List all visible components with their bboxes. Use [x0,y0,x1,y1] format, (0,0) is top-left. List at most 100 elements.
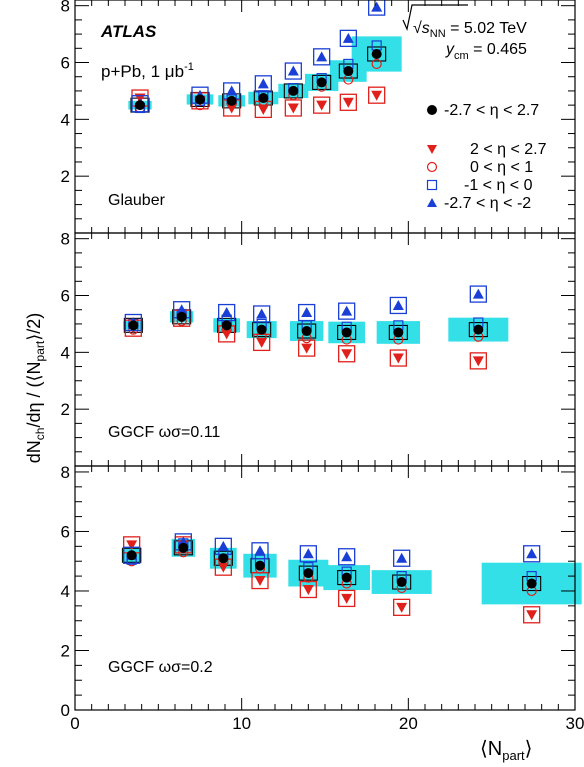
sysbox-fwd-2-5 [338,345,356,363]
marker-all-3-6 [396,577,407,588]
panel-3: 2 4 6 8 GGCF ωσ=0.2 [61,463,582,711]
marker-fwd-3-5 [341,593,353,604]
marker-all-3-3 [255,560,265,571]
legend-marker-bwd [427,198,437,207]
ytick-label-1: 8 [61,0,70,16]
sysbox-bwd-2-6 [389,296,407,315]
marker-all-2-5 [341,327,352,338]
marker-fwd-2-6 [392,353,404,364]
marker-bwd-3-5 [341,551,353,562]
legend-marker-mid-neg [426,179,438,191]
x-label-part1: ⟨N [480,738,502,760]
marker-bwd-3-7 [526,548,538,559]
sysbox-fwd-3-7 [523,606,541,624]
y-label-sub1: ch [33,428,47,441]
marker-fwd-2-3 [256,337,268,348]
sysbox-all-1-5 [312,74,332,90]
energy-sub: NN [430,28,446,40]
sysbox-bwd-3-3 [251,542,269,560]
sysbox-fwd-1-7 [368,86,386,104]
marker-bwd-3-2 [217,540,229,551]
ytick-label-3: 8 [61,463,70,482]
y-label-sub2: part [33,340,47,361]
sysbox-bwd-2-3 [253,305,271,323]
sysbox-all-2-7 [468,322,488,338]
sysbox-all-1-6 [338,63,358,79]
y-label-part3: ⟩/2) [24,313,44,341]
marker-all-3-1 [178,542,189,553]
ytick-label-2: 8 [61,230,70,249]
rapidity-suffix: = 0.465 [469,41,527,58]
marker-all-2-3 [256,324,267,335]
ytick-label-1: 2 [61,167,70,186]
marker-fwd-1-4 [287,103,299,114]
legend-label-mid_pos: 0 < η < 1 [470,159,533,176]
sysbox-fwd-2-4 [298,339,316,357]
marker-fwd-3-2 [217,562,229,573]
marker-all-3-4 [303,568,314,579]
marker-all-3-2 [218,553,229,564]
ytick-label-zero: 0 [61,701,70,720]
y-label-part1: dN [24,440,44,463]
marker-all-1-1 [195,94,205,105]
marker-bwd-2-4 [301,307,313,318]
marker-all-1-6 [343,66,354,77]
marker-fwd-3-3 [254,576,266,587]
marker-bwd-3-3 [254,545,266,556]
legend-marker-fwd [427,145,437,154]
sysbox-bwd-2-4 [298,303,316,322]
sysbox-bwd-2-0 [124,313,142,332]
legend-label-bwd: -2.7 < η < -2 [444,195,531,212]
sysbox-bwd-2-5 [338,302,356,320]
legend-marker-all [427,105,437,115]
ytick-label-2: 4 [61,343,70,362]
sysbox-bwd-3-6 [393,549,411,567]
marker-all-1-5 [316,77,327,88]
xtick-label: 10 [232,714,251,733]
marker-bwd-3-4 [302,548,314,559]
marker-all-1-0 [135,100,145,111]
marker-bwd-2-7 [472,288,484,299]
xtick-label: 30 [566,714,584,733]
marker-all-2-1 [176,311,187,322]
experiment-label: ATLAS [100,22,157,41]
marker-fwd-3-4 [302,584,314,595]
energy-suffix: = 5.02 TeV [446,20,527,37]
legend-label-mid_neg: -1 < η < 0 [464,177,533,194]
sysbox-bwd-1-7 [368,0,386,16]
sysbox-fwd-3-6 [393,598,411,616]
marker-bwd-1-3 [257,78,269,89]
sysbox-all-2-6 [388,324,408,341]
x-label-part2: ⟩ [525,738,533,760]
marker-fwd-3-7 [526,610,538,621]
marker-all-1-7 [371,48,382,59]
panel-label-1: Glauber [108,192,166,209]
sysbox-fwd-3-3 [251,571,269,590]
marker-all-2-0 [128,320,139,331]
xtick-label: 20 [399,714,418,733]
panel-label-3: GGCF ωσ=0.2 [108,659,213,676]
sysbox-all-2-4 [297,323,317,339]
sysbox-fwd-1-4 [284,99,302,117]
marker-fwd-1-3 [257,104,269,115]
sysbox-bwd-1-5 [313,48,331,66]
system-label: p+Pb, 1 μb-1 [101,61,194,81]
sysbox-all-3-7 [522,575,542,592]
marker-bwd-2-1 [176,304,188,315]
sysbox-fwd-1-5 [313,96,331,114]
panel-1: 2 4 6 8 Glauber [61,0,576,234]
marker-mid-pos-1-7 [371,58,382,70]
legend-marker-mid-pos [426,161,438,173]
system-label-sup: -1 [184,61,194,73]
ytick-label-3: 4 [61,582,70,601]
sysbox-all-2-5 [337,324,357,341]
sysbox-bwd-1-0 [131,95,149,113]
marker-bwd-2-6 [392,299,404,310]
marker-fwd-3-0 [126,540,138,551]
panel-label-2: GGCF ωσ=0.11 [108,424,220,441]
marker-all-1-2 [226,95,237,106]
panel-2: 2 4 6 8 GGCF ωσ=0.11 [61,230,576,467]
marker-fwd-2-5 [341,349,353,360]
ytick-label-3: 6 [61,522,70,541]
ytick-label-1: 6 [61,54,70,73]
